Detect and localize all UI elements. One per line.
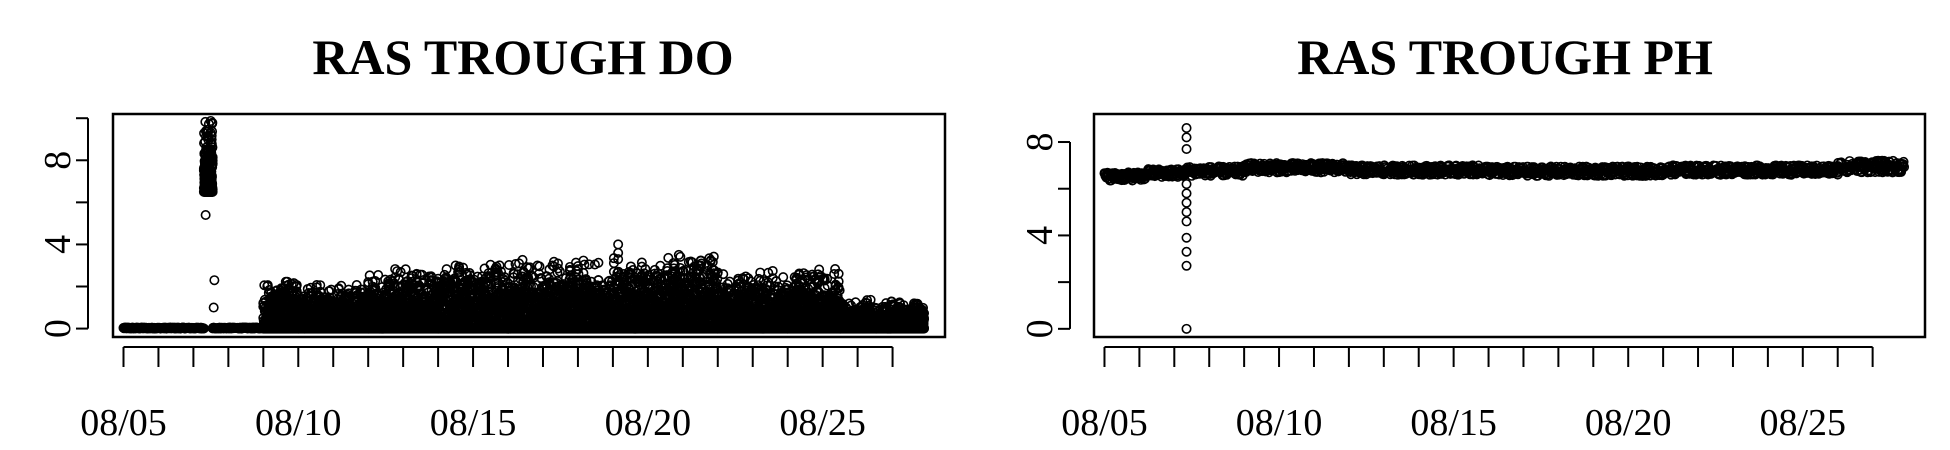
data-point	[315, 280, 326, 291]
chart-title: RAS TROUGH DO	[312, 29, 733, 85]
data-point	[291, 280, 302, 291]
data-points	[118, 115, 930, 334]
y-tick-label: 8	[37, 151, 79, 170]
x-tick-label: 08/15	[430, 402, 517, 444]
x-tick-label: 08/05	[80, 402, 167, 444]
y-tick-label: 0	[37, 319, 79, 338]
chart-panel-do: RAS TROUGH DO 0 4 8 08/05 08/10 08/15 08/20 08/…	[37, 29, 947, 444]
data-point	[663, 252, 674, 263]
plot-frame	[111, 112, 947, 339]
data-point	[291, 286, 302, 297]
data-point	[370, 276, 381, 287]
x-tick-label: 08/20	[605, 402, 692, 444]
x-tick-label: 08/25	[779, 402, 866, 444]
data-point	[373, 270, 384, 281]
x-tick-label: 08/10	[255, 402, 342, 444]
y-tick-label: 4	[37, 235, 79, 254]
